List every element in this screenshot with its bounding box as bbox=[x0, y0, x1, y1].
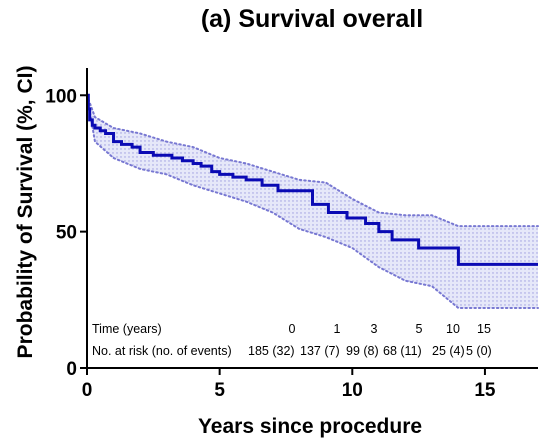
x-tick-label-10: 10 bbox=[342, 380, 363, 401]
risk-table-value-1: 137 (7) bbox=[300, 344, 340, 358]
risk-table-time-10: 10 bbox=[446, 322, 460, 336]
risk-table: Time (years) No. at risk (no. of events)… bbox=[92, 322, 492, 358]
ci-upper-line bbox=[86, 94, 539, 228]
survival-curve-0 bbox=[86, 93, 538, 266]
chart-title: (a) Survival overall bbox=[201, 5, 423, 33]
y-axis-label: Probability of Survival (%, CI) bbox=[14, 66, 37, 359]
risk-table-value-2: 99 (8) bbox=[346, 344, 379, 358]
y-tick-label-100: 100 bbox=[45, 86, 77, 107]
y-tick-label-50: 50 bbox=[56, 223, 77, 244]
risk-table-time-3: 3 bbox=[371, 322, 378, 336]
risk-table-time-15: 15 bbox=[477, 322, 491, 336]
risk-table-risk-label: No. at risk (no. of events) bbox=[92, 344, 232, 358]
risk-table-time-0: 0 bbox=[289, 322, 296, 336]
risk-table-value-4: 25 (4) bbox=[432, 344, 465, 358]
risk-table-value-3: 68 (11) bbox=[383, 344, 422, 358]
risk-table-value-0: 185 (32) bbox=[248, 344, 295, 358]
risk-table-time-1: 1 bbox=[334, 322, 341, 336]
y-tick-label-0: 0 bbox=[66, 359, 77, 380]
risk-table-value-5: 5 (0) bbox=[466, 344, 492, 358]
ci-lower-line bbox=[86, 94, 539, 309]
risk-table-time-label: Time (years) bbox=[92, 322, 162, 336]
x-tick-label-0: 0 bbox=[82, 380, 93, 401]
survival-curve-layer bbox=[86, 93, 538, 266]
x-tick-label-15: 15 bbox=[474, 380, 496, 401]
risk-table-time-5: 5 bbox=[416, 322, 423, 336]
x-tick-label-5: 5 bbox=[214, 380, 225, 401]
x-axis-label: Years since procedure bbox=[198, 415, 422, 438]
